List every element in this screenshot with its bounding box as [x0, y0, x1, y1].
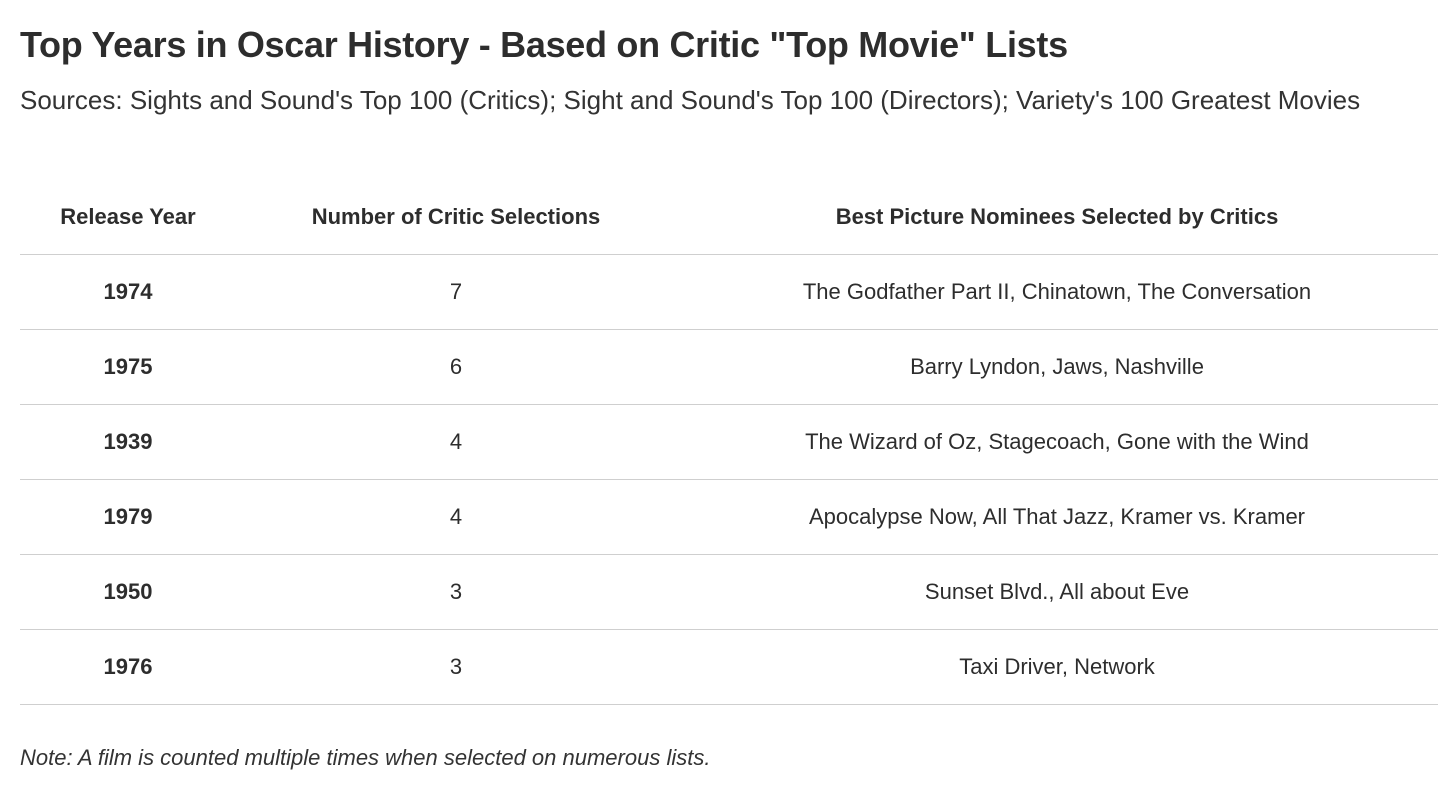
critic-selections-cell: 7	[236, 254, 676, 330]
table-row: 1950 3 Sunset Blvd., All about Eve	[20, 554, 1438, 630]
table-row: 1975 6 Barry Lyndon, Jaws, Nashville	[20, 329, 1438, 405]
table-row: 1976 3 Taxi Driver, Network	[20, 629, 1438, 705]
column-header-critic-selections: Number of Critic Selections	[236, 180, 676, 255]
nominees-cell: Barry Lyndon, Jaws, Nashville	[676, 329, 1438, 405]
table-header-row: Release Year Number of Critic Selections…	[20, 180, 1438, 255]
table-row: 1979 4 Apocalypse Now, All That Jazz, Kr…	[20, 479, 1438, 555]
release-year-cell: 1950	[20, 554, 236, 630]
nominees-cell: Sunset Blvd., All about Eve	[676, 554, 1438, 630]
release-year-cell: 1976	[20, 629, 236, 705]
data-table: Release Year Number of Critic Selections…	[20, 180, 1438, 705]
footnote: Note: A film is counted multiple times w…	[20, 745, 711, 770]
critic-selections-cell: 4	[236, 479, 676, 555]
chart-title: Top Years in Oscar History - Based on Cr…	[20, 24, 1068, 65]
release-year-cell: 1975	[20, 329, 236, 405]
release-year-cell: 1974	[20, 254, 236, 330]
critic-selections-cell: 6	[236, 329, 676, 405]
chart-subtitle: Sources: Sights and Sound's Top 100 (Cri…	[20, 85, 1361, 115]
table-row: 1974 7 The Godfather Part II, Chinatown,…	[20, 254, 1438, 330]
release-year-cell: 1939	[20, 404, 236, 480]
critic-selections-cell: 3	[236, 629, 676, 705]
nominees-cell: The Wizard of Oz, Stagecoach, Gone with …	[676, 404, 1438, 480]
column-header-release-year: Release Year	[20, 180, 236, 255]
release-year-cell: 1979	[20, 479, 236, 555]
column-header-best-picture-nominees: Best Picture Nominees Selected by Critic…	[676, 180, 1438, 255]
critic-selections-cell: 4	[236, 404, 676, 480]
nominees-cell: The Godfather Part II, Chinatown, The Co…	[676, 254, 1438, 330]
nominees-cell: Taxi Driver, Network	[676, 629, 1438, 705]
table-row: 1939 4 The Wizard of Oz, Stagecoach, Gon…	[20, 404, 1438, 480]
critic-selections-cell: 3	[236, 554, 676, 630]
nominees-cell: Apocalypse Now, All That Jazz, Kramer vs…	[676, 479, 1438, 555]
